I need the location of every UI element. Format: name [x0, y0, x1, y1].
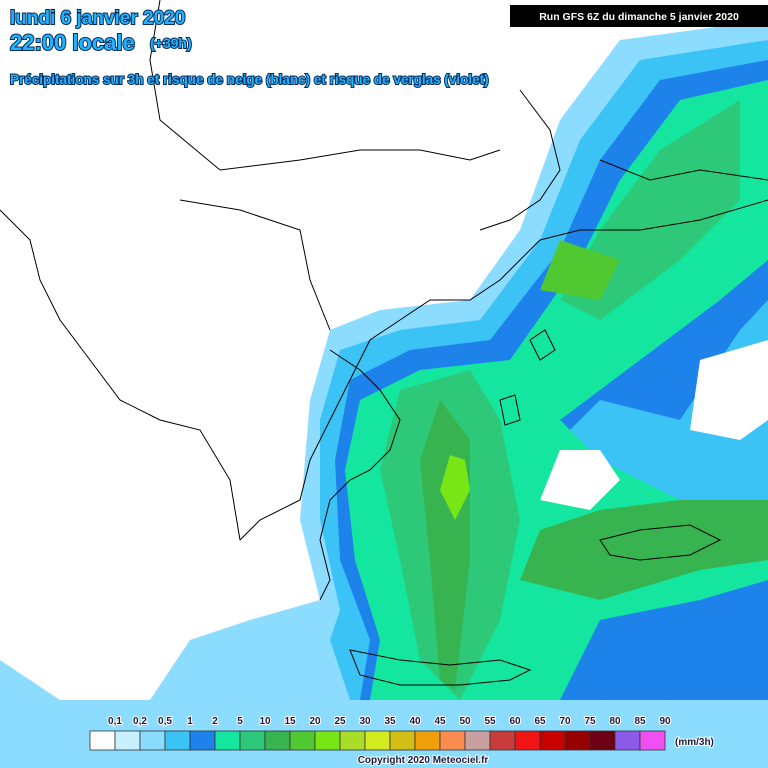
legend-swatch [139, 730, 166, 751]
legend-swatch [89, 730, 116, 751]
legend-swatch [614, 730, 641, 751]
legend-label: 1 [187, 716, 193, 727]
legend-swatch [364, 730, 391, 751]
coastlines [0, 0, 768, 686]
legend-swatch [464, 730, 491, 751]
legend-label: 50 [459, 716, 471, 727]
legend-swatch [564, 730, 591, 751]
legend-swatch [189, 730, 216, 751]
legend-label: 5 [237, 716, 243, 727]
legend-swatch [414, 730, 441, 751]
legend-swatch [239, 730, 266, 751]
legend-label: 20 [309, 716, 321, 727]
legend-label: 25 [334, 716, 346, 727]
legend-label: 90 [659, 716, 671, 727]
legend-swatch [264, 730, 291, 751]
legend-label: 80 [609, 716, 621, 727]
legend-label: 0,1 [108, 716, 122, 727]
legend-label: 0,2 [133, 716, 147, 727]
run-info: Run GFS 6Z du dimanche 5 janvier 2020 [539, 11, 739, 23]
precipitation-field [0, 20, 768, 768]
legend-swatch [114, 730, 141, 751]
legend-label: 30 [359, 716, 371, 727]
legend-swatch [489, 730, 516, 751]
legend-label: 85 [634, 716, 646, 727]
legend-label: 35 [384, 716, 396, 727]
legend-swatch [164, 730, 191, 751]
legend-swatch [314, 730, 341, 751]
legend-swatch [389, 730, 416, 751]
legend-swatch [339, 730, 366, 751]
title: lundi 6 janvier 2020 [10, 8, 185, 29]
legend-label: 0,5 [158, 716, 172, 727]
legend-label: 2 [212, 716, 218, 727]
legend-label: 60 [509, 716, 521, 727]
legend-swatch [539, 730, 566, 751]
legend-label: 45 [434, 716, 446, 727]
legend-label: 55 [484, 716, 496, 727]
time: 22:00 locale [10, 30, 135, 55]
legend-swatch [589, 730, 616, 751]
legend-label: 65 [534, 716, 546, 727]
legend: 0,1 0,2 0,5 1 2 5 10 15 20 25 30 35 40 45 50 55 60 65 70 75… [89, 715, 672, 751]
legend-swatch [639, 730, 666, 751]
legend-swatch [214, 730, 241, 751]
run-box [510, 5, 768, 27]
legend-label: 75 [584, 716, 596, 727]
legend-unit: (mm/3h) [675, 737, 714, 748]
legend-label: 40 [409, 716, 421, 727]
legend-swatch [439, 730, 466, 751]
legend-swatch [289, 730, 316, 751]
legend-label: 70 [559, 716, 571, 727]
copyright: Copyright 2020 Meteociel.fr [358, 755, 489, 766]
legend-swatch [514, 730, 541, 751]
subtitle: Précipitations sur 3h et risque de neige… [10, 72, 489, 87]
legend-label: 10 [259, 716, 271, 727]
lead-time: (+39h) [150, 35, 192, 51]
legend-label: 15 [284, 716, 296, 727]
